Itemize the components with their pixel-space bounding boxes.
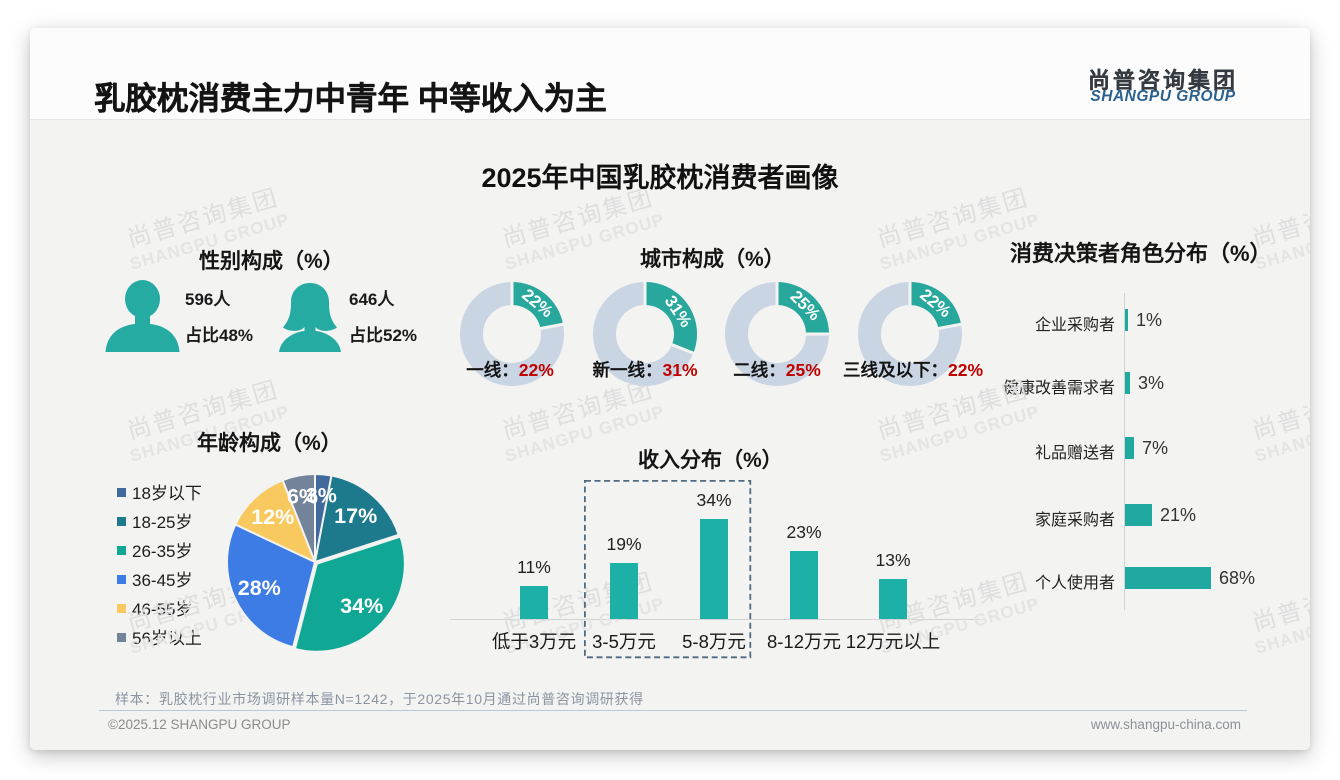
svg-text:28%: 28% bbox=[238, 576, 281, 600]
svg-text:34%: 34% bbox=[340, 594, 383, 618]
svg-text:12%: 12% bbox=[251, 505, 294, 529]
svg-text:3%: 3% bbox=[306, 483, 337, 507]
svg-text:17%: 17% bbox=[334, 504, 377, 528]
svg-text:6%: 6% bbox=[287, 484, 318, 508]
